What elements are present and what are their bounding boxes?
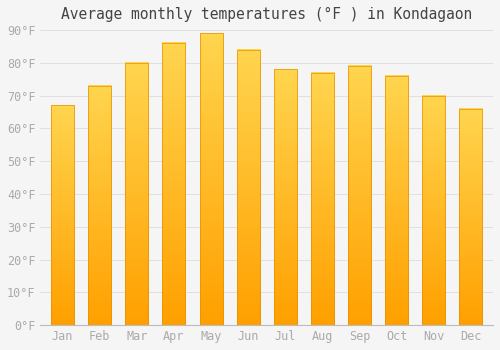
Bar <box>126 63 148 325</box>
Bar <box>348 66 371 325</box>
Bar <box>274 69 296 325</box>
Bar <box>311 73 334 325</box>
Bar <box>200 33 222 325</box>
Bar <box>236 50 260 325</box>
Bar <box>460 109 482 325</box>
Bar <box>88 86 111 325</box>
Bar <box>162 43 186 325</box>
Bar <box>385 76 408 325</box>
Title: Average monthly temperatures (°F ) in Kondagaon: Average monthly temperatures (°F ) in Ko… <box>61 7 472 22</box>
Bar <box>51 105 74 325</box>
Bar <box>422 96 445 325</box>
